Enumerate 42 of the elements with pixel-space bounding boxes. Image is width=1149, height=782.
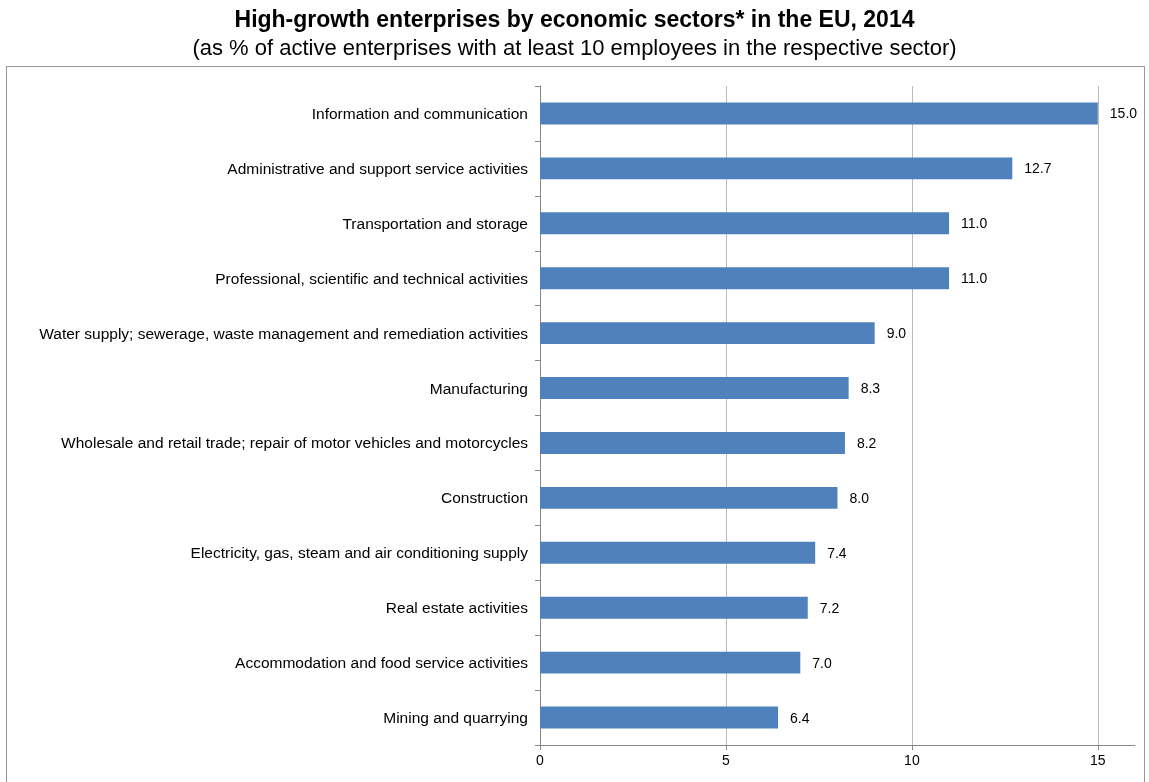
y-tick-label: Water supply; sewerage, waste management and remediation activities [39,324,529,342]
data-label: 8.3 [860,380,881,397]
bar [540,157,1013,180]
chart-title: High-growth enterprises by economic sectors* in the EU, 2014 [234,5,915,32]
x-tick-label: 5 [722,752,731,768]
data-label: 7.2 [819,599,840,616]
y-tick-label: Information and communication [311,104,528,122]
data-label: 8.0 [849,489,870,506]
data-label: 11.0 [961,270,988,287]
data-label: 7.0 [812,654,832,671]
bar [540,651,801,674]
bar [540,377,849,400]
y-tick-label: Construction [440,489,528,507]
bar [540,212,950,235]
data-label: 11.0 [961,215,988,232]
x-tick-label: 0 [536,752,545,768]
data-label: 7.4 [827,544,847,561]
x-tick-label: 10 [904,752,920,768]
y-tick-label: Electricity, gas, steam and air conditioning supply [190,544,529,562]
data-label: 6.4 [790,709,810,726]
y-tick-label: Wholesale and retail trade; repair of motor vehicles and motorcycles [61,434,529,452]
bar [540,596,808,619]
bar [540,706,778,729]
data-label: 8.2 [856,434,877,451]
data-label: 15.0 [1109,105,1138,122]
chart-subtitle: (as % of active enterprises with at least 10 employees in the respective sector) [192,34,957,60]
y-tick-label: Transportation and storage [342,214,528,232]
y-tick-label: Manufacturing [429,379,528,397]
bar [540,322,875,345]
y-tick-label: Administrative and support service activities [227,159,529,177]
bar [540,267,950,290]
y-tick-label: Real estate activities [385,599,529,617]
y-tick-label: Professional, scientific and technical activities [215,269,529,287]
x-tick-label: 15 [1090,752,1106,768]
y-tick-label: Mining and quarrying [383,709,528,727]
data-label: 9.0 [886,325,907,342]
bar [540,541,816,564]
data-label: 12.7 [1024,160,1052,177]
bar [540,431,845,454]
bar [540,486,838,509]
bar [540,102,1098,125]
y-tick-label: Accommodation and food service activities [235,654,529,672]
